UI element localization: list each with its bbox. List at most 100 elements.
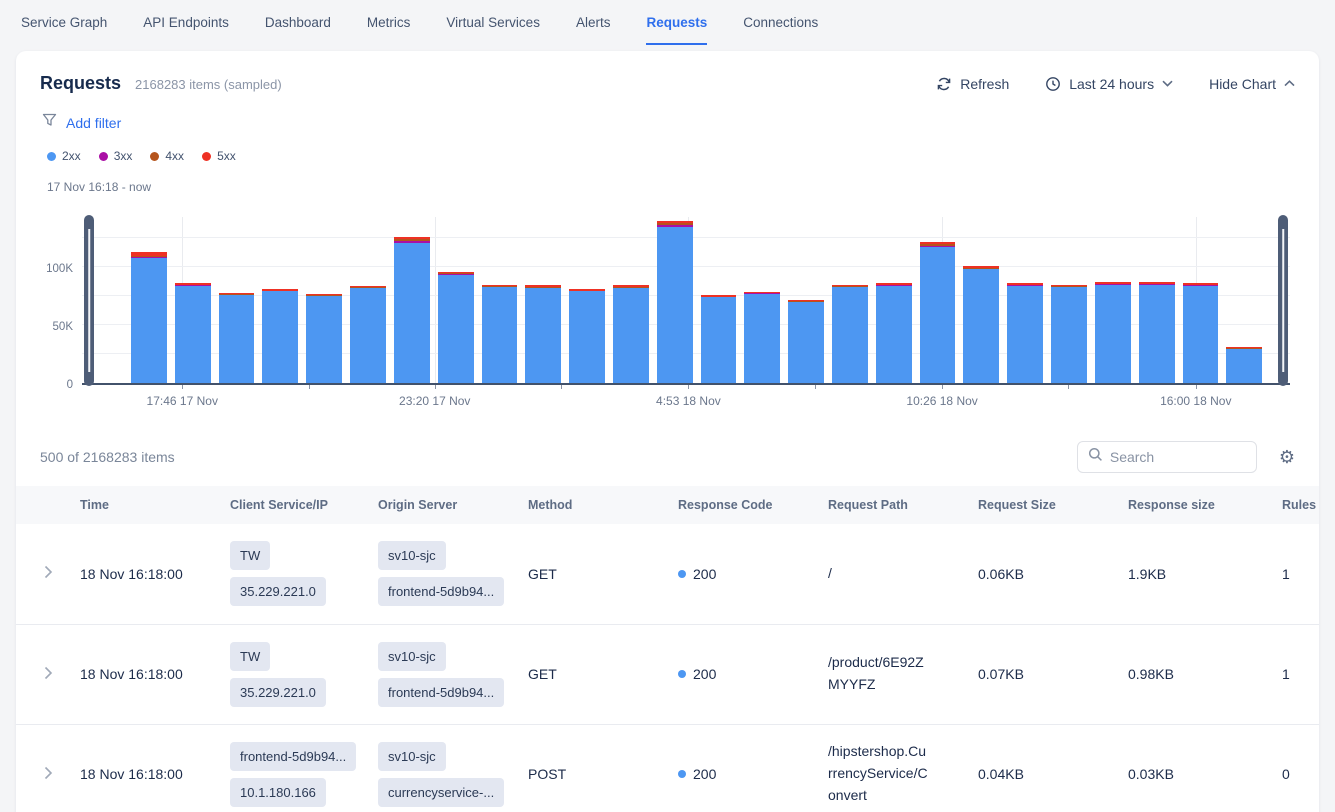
col-response-code[interactable]: Response Code	[678, 486, 828, 524]
chart-bar[interactable]	[1138, 282, 1175, 383]
col-method[interactable]: Method	[528, 486, 678, 524]
col-request-path[interactable]: Request Path	[828, 486, 978, 524]
tab-api-endpoints[interactable]: API Endpoints	[143, 15, 229, 30]
row-expand-chevron-icon[interactable]	[44, 766, 53, 783]
search-input[interactable]	[1109, 449, 1246, 465]
bar-segment-4xx	[656, 223, 693, 226]
cell-client-chips: frontend-5d9b94... 10.1.180.166	[230, 741, 378, 807]
tab-alerts[interactable]: Alerts	[575, 15, 611, 30]
tab-requests[interactable]: Requests	[646, 15, 708, 45]
chart-bar[interactable]	[1051, 284, 1087, 383]
brush-handle-left[interactable]	[84, 215, 94, 386]
bar-segment-2xx	[1226, 348, 1263, 383]
panel-header: Requests 2168283 items (sampled) Refresh	[16, 51, 1319, 94]
col-response-size[interactable]: Response size	[1128, 486, 1268, 524]
service-chip: 35.229.221.0	[230, 677, 326, 707]
col-time[interactable]: Time	[80, 486, 230, 524]
chart-bar[interactable]	[875, 283, 912, 383]
chart-bar[interactable]	[1182, 283, 1219, 383]
legend-label: 2xx	[62, 149, 81, 163]
chart-bar[interactable]	[306, 293, 343, 383]
row-expand-chevron-icon[interactable]	[44, 666, 53, 683]
chart-y-axis: 0 50K 100K	[46, 217, 82, 391]
service-chip: frontend-5d9b94...	[378, 677, 505, 707]
chart-bar[interactable]	[963, 266, 1000, 383]
bar-segment-3xx	[656, 225, 693, 227]
filter-bar: Add filter	[16, 94, 1319, 132]
cell-rules-hit: 0	[1282, 766, 1290, 782]
search-box[interactable]	[1076, 441, 1257, 473]
legend-item-5xx: 5xx	[202, 149, 236, 163]
chart-bar[interactable]	[788, 299, 824, 383]
add-filter-button[interactable]: Add filter	[66, 114, 122, 131]
cell-request-size: 0.07KB	[978, 666, 1024, 682]
chart-bar[interactable]	[262, 289, 299, 383]
bar-segment-5xx	[437, 271, 474, 274]
chart-bar[interactable]	[832, 284, 868, 383]
table-row[interactable]: 18 Nov 16:18:00 frontend-5d9b94... 10.1.1…	[16, 724, 1319, 812]
chart-legend: 2xx 3xx 4xx 5xx	[16, 132, 1319, 163]
chart-bar[interactable]	[350, 285, 386, 383]
bar-segment-2xx	[525, 288, 562, 383]
bar-segment-2xx	[393, 242, 430, 383]
chart-bar[interactable]	[656, 220, 693, 383]
x-tick-mark	[560, 385, 562, 389]
service-chip: 10.1.180.166	[230, 777, 326, 807]
time-range-selector[interactable]: Last 24 hours	[1045, 76, 1173, 92]
col-request-size[interactable]: Request Size	[978, 486, 1128, 524]
chart-bar[interactable]	[1007, 283, 1044, 383]
bar-segment-5xx	[525, 285, 562, 288]
items-count-label: 2168283 items (sampled)	[135, 77, 282, 92]
bar-segment-2xx	[612, 288, 649, 383]
chart-bar[interactable]	[218, 292, 255, 383]
bar-segment-3xx	[919, 245, 956, 248]
table-settings-gear-icon[interactable]: ⚙	[1278, 447, 1295, 467]
tab-metrics[interactable]: Metrics	[366, 15, 411, 30]
col-rules-hit[interactable]: Rules Hit	[1268, 486, 1319, 524]
chart-bar[interactable]	[700, 294, 737, 383]
chart-bar[interactable]	[525, 285, 562, 383]
x-tick-mark	[814, 385, 816, 389]
chart-bar[interactable]	[481, 284, 518, 383]
chart-bar[interactable]	[437, 271, 474, 383]
top-nav: Service Graph API Endpoints Dashboard Me…	[0, 0, 1335, 45]
bar-segment-2xx	[437, 274, 474, 383]
table-row[interactable]: 18 Nov 16:18:00 TW 35.229.221.0 sv10-sjc f…	[16, 524, 1319, 624]
chart-bar[interactable]	[393, 237, 430, 383]
hide-chart-toggle[interactable]: Hide Chart	[1209, 76, 1295, 92]
bar-segment-2xx	[919, 247, 956, 383]
bar-segment-5xx	[875, 283, 912, 285]
chart-bar[interactable]	[569, 289, 605, 383]
chart-bar[interactable]	[131, 252, 167, 383]
brush-handle-right[interactable]	[1278, 215, 1288, 386]
tab-dashboard[interactable]: Dashboard	[264, 15, 331, 30]
bar-segment-5xx	[612, 285, 649, 288]
chart-bar[interactable]	[1094, 282, 1131, 383]
chart-bar[interactable]	[744, 291, 781, 383]
col-origin-server[interactable]: Origin Server	[378, 486, 528, 524]
tab-virtual-services[interactable]: Virtual Services	[446, 15, 540, 30]
service-chip: sv10-sjc	[378, 541, 446, 571]
chart-bars	[131, 217, 1263, 383]
refresh-button[interactable]: Refresh	[936, 76, 1009, 92]
chart-bar[interactable]	[612, 285, 649, 383]
chart-bar[interactable]	[1226, 347, 1263, 383]
legend-dot-3xx	[98, 151, 108, 161]
col-client-service-ip[interactable]: Client Service/IP	[230, 486, 378, 524]
row-expand-chevron-icon[interactable]	[44, 565, 53, 582]
cell-method: GET	[528, 565, 557, 582]
tab-service-graph[interactable]: Service Graph	[21, 15, 108, 30]
chart-bar[interactable]	[919, 241, 956, 383]
cell-response-size: 0.03KB	[1128, 766, 1174, 782]
response-code-value: 200	[693, 565, 717, 582]
bar-segment-2xx	[218, 294, 255, 383]
table-row[interactable]: 18 Nov 16:18:00 TW 35.229.221.0 sv10-sjc f…	[16, 624, 1319, 724]
cell-time: 18 Nov 16:18:00	[80, 565, 183, 582]
chart-bar[interactable]	[174, 283, 211, 383]
bar-segment-2xx	[1051, 286, 1087, 383]
bar-segment-2xx	[350, 288, 386, 383]
cell-origin-chips: sv10-sjc frontend-5d9b94...	[378, 541, 528, 607]
bar-segment-2xx	[306, 296, 343, 383]
tab-connections[interactable]: Connections	[743, 15, 819, 30]
bar-segment-2xx	[832, 286, 868, 383]
